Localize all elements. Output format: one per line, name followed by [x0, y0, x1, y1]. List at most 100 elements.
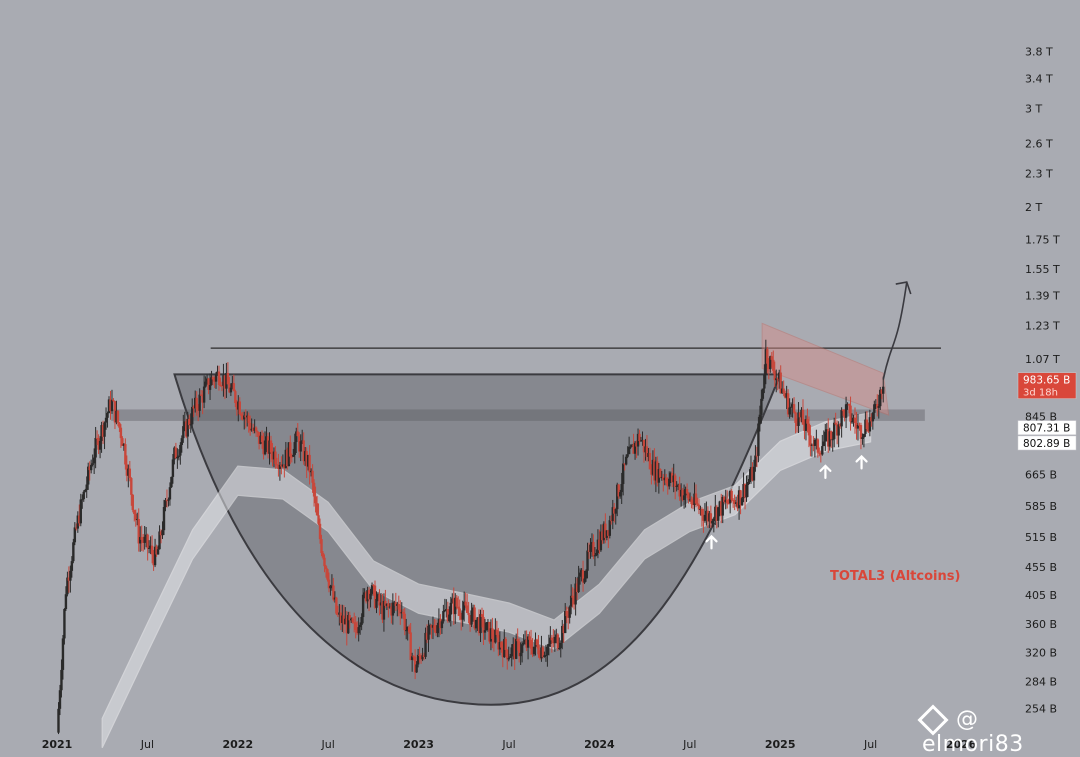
candle-body	[770, 356, 773, 360]
candle-body	[856, 424, 860, 429]
candle	[232, 374, 236, 392]
candle	[801, 399, 805, 425]
candle-body	[818, 452, 821, 454]
candle-body	[116, 410, 120, 423]
candle	[656, 456, 659, 487]
candle	[681, 487, 684, 502]
candle	[819, 450, 823, 463]
candle-body	[84, 489, 87, 492]
candle	[601, 524, 604, 545]
candle	[668, 471, 671, 490]
candle	[489, 619, 493, 651]
candle	[152, 549, 155, 571]
candle	[684, 486, 687, 508]
candle	[641, 431, 644, 446]
candle	[497, 627, 500, 657]
candle	[360, 613, 363, 631]
candle	[513, 638, 516, 670]
candle-body	[100, 425, 103, 441]
candle-body	[216, 371, 219, 375]
candle	[139, 526, 142, 552]
candle-body	[176, 456, 179, 459]
candle	[543, 651, 546, 658]
candle	[770, 352, 773, 368]
candle-body	[809, 435, 812, 446]
candle-body	[196, 408, 200, 411]
candle-body	[621, 463, 625, 485]
candle-body	[177, 455, 181, 457]
candle-body	[596, 539, 600, 553]
candle	[728, 490, 732, 514]
candle	[780, 381, 784, 394]
x-tick-label: 2022	[222, 738, 253, 750]
candle	[335, 596, 338, 616]
candle-body	[309, 470, 313, 473]
candle-body	[564, 610, 567, 634]
candle	[720, 493, 723, 524]
candle	[687, 492, 690, 504]
y-tick-label: 405 B	[1025, 589, 1057, 602]
candle	[130, 477, 133, 506]
candle-body	[179, 444, 182, 456]
candle	[189, 413, 192, 433]
candle	[67, 566, 71, 593]
candle	[434, 619, 438, 636]
candle	[436, 622, 439, 638]
candle	[210, 370, 213, 386]
candle-body	[645, 446, 649, 458]
y-tick-label: 515 B	[1025, 531, 1057, 544]
candle	[237, 395, 240, 422]
candle-body	[459, 615, 463, 620]
candle	[87, 462, 90, 490]
candle-body	[363, 592, 366, 595]
candle	[650, 464, 653, 485]
candle	[217, 365, 221, 391]
candle-body	[506, 649, 509, 660]
candle	[693, 482, 696, 512]
candle-body	[535, 639, 539, 646]
candle-body	[211, 377, 215, 380]
candle-body	[137, 519, 140, 544]
candle	[630, 443, 634, 447]
candle	[653, 448, 656, 485]
candle	[675, 481, 678, 492]
candle	[638, 429, 641, 445]
candle-body	[406, 626, 409, 631]
candle-body	[95, 437, 99, 439]
candle	[690, 496, 693, 509]
candle	[421, 647, 424, 662]
candle	[604, 513, 607, 544]
candle-body	[265, 436, 268, 441]
candle-body	[871, 412, 875, 422]
candle	[877, 394, 880, 419]
candle-body	[348, 615, 351, 621]
candle-body	[561, 625, 564, 643]
candle-body	[665, 477, 668, 484]
candle-body	[614, 509, 617, 514]
candle-body	[620, 484, 623, 493]
candle	[192, 405, 195, 418]
candle	[676, 483, 680, 491]
candle	[552, 629, 555, 648]
candle	[442, 604, 445, 624]
candle	[516, 628, 519, 651]
candle-body	[510, 647, 513, 657]
candle	[834, 412, 837, 426]
candle	[425, 624, 429, 644]
candle	[849, 396, 852, 431]
candle-body	[240, 414, 243, 416]
candle	[492, 629, 496, 652]
candle-body	[755, 455, 759, 457]
candle	[269, 435, 273, 463]
candle	[574, 577, 577, 616]
candlestick-series	[57, 339, 885, 735]
candle	[195, 391, 198, 416]
candle	[679, 483, 683, 507]
candle	[320, 534, 323, 557]
candle	[769, 355, 772, 373]
candle	[632, 433, 635, 454]
candle-body	[277, 465, 280, 469]
candle-body	[760, 398, 763, 415]
candle	[486, 619, 490, 632]
candle	[272, 447, 276, 468]
